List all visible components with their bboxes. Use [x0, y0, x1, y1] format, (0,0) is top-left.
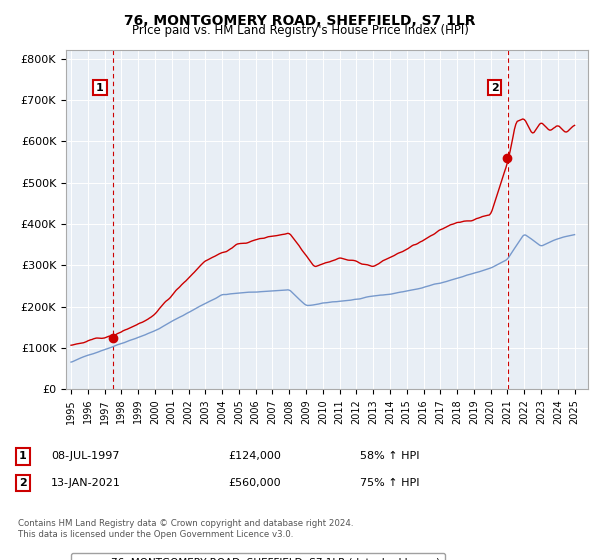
Legend: 76, MONTGOMERY ROAD, SHEFFIELD, S7 1LR (detached house), HPI: Average price, det: 76, MONTGOMERY ROAD, SHEFFIELD, S7 1LR (…: [71, 553, 445, 560]
Text: 2: 2: [19, 478, 26, 488]
Text: £124,000: £124,000: [228, 451, 281, 461]
Text: 2: 2: [491, 82, 499, 92]
Text: 75% ↑ HPI: 75% ↑ HPI: [360, 478, 419, 488]
Text: 13-JAN-2021: 13-JAN-2021: [51, 478, 121, 488]
Text: 76, MONTGOMERY ROAD, SHEFFIELD, S7 1LR: 76, MONTGOMERY ROAD, SHEFFIELD, S7 1LR: [124, 14, 476, 28]
Text: Contains HM Land Registry data © Crown copyright and database right 2024.
This d: Contains HM Land Registry data © Crown c…: [18, 520, 353, 539]
Text: 58% ↑ HPI: 58% ↑ HPI: [360, 451, 419, 461]
Text: 08-JUL-1997: 08-JUL-1997: [51, 451, 119, 461]
Text: 1: 1: [19, 451, 26, 461]
Text: Price paid vs. HM Land Registry's House Price Index (HPI): Price paid vs. HM Land Registry's House …: [131, 24, 469, 37]
Text: £560,000: £560,000: [228, 478, 281, 488]
Text: 1: 1: [96, 82, 104, 92]
